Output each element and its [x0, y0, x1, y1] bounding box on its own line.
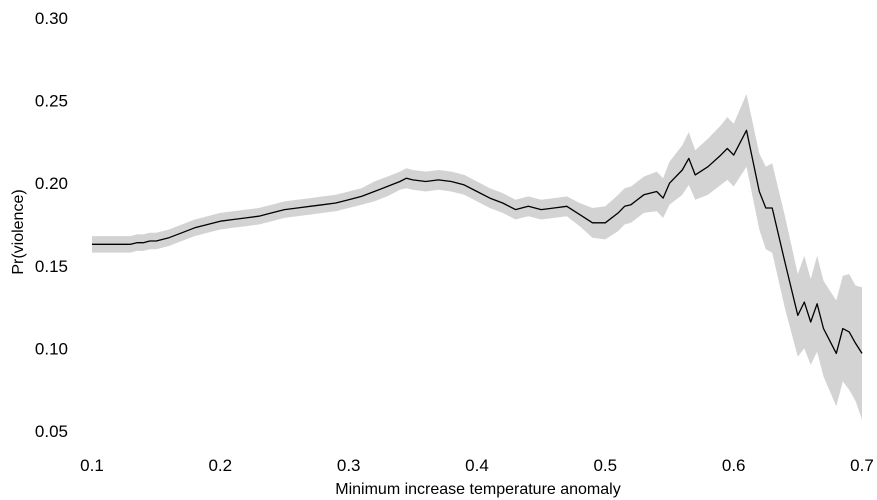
y-tick-label: 0.10 [35, 339, 68, 358]
x-tick-label: 0.2 [208, 456, 232, 475]
y-axis-ticks: 0.05 0.10 0.15 0.20 0.25 0.30 [35, 9, 68, 441]
confidence-band [92, 94, 862, 420]
line-layer [92, 129, 863, 355]
y-tick-label: 0.25 [35, 92, 68, 111]
y-axis-label: Pr(violence) [10, 189, 27, 274]
y-tick-label: 0.05 [35, 422, 68, 441]
x-tick-label: 0.3 [337, 456, 361, 475]
x-axis-ticks: 0.1 0.2 0.3 0.4 0.5 0.6 0.7 [80, 456, 874, 475]
x-tick-label: 0.7 [850, 456, 874, 475]
x-tick-label: 0.4 [465, 456, 489, 475]
y-tick-label: 0.20 [35, 174, 68, 193]
series-line [92, 129, 863, 355]
x-tick-label: 0.6 [722, 456, 746, 475]
y-tick-label: 0.15 [35, 257, 68, 276]
confidence-band-layer [92, 94, 862, 420]
x-axis-label: Minimum increase temperature anomaly [335, 481, 620, 498]
x-tick-label: 0.5 [593, 456, 617, 475]
x-tick-label: 0.1 [80, 456, 104, 475]
y-tick-label: 0.30 [35, 9, 68, 28]
